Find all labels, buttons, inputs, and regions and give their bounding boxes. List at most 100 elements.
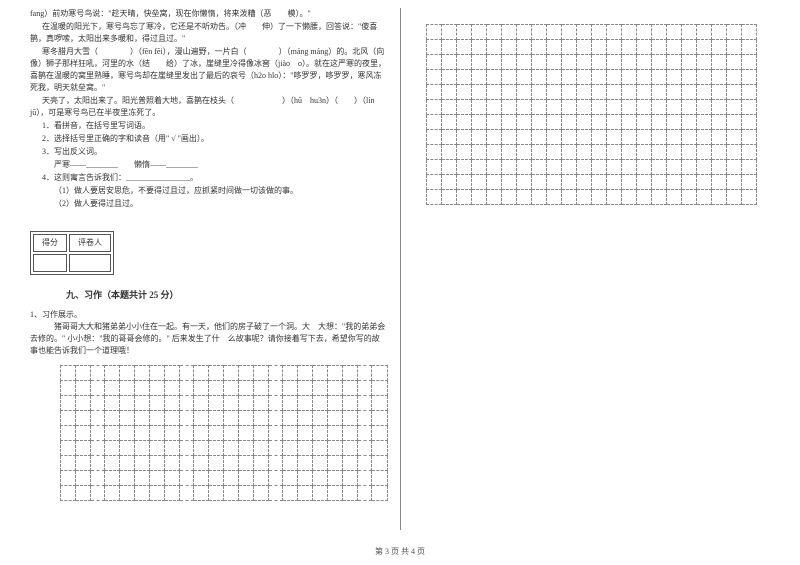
grid-cell xyxy=(651,190,666,205)
grid-cell xyxy=(546,130,561,145)
grid-cell xyxy=(194,470,209,485)
grid-cell xyxy=(561,145,576,160)
grid-cell xyxy=(726,70,741,85)
grid-cell xyxy=(621,100,636,115)
grid-cell xyxy=(327,440,342,455)
grid-cell xyxy=(651,130,666,145)
grid-row xyxy=(426,160,756,175)
grid-cell xyxy=(666,175,681,190)
grid-cell xyxy=(741,55,756,70)
grid-cell xyxy=(651,145,666,160)
passage-p2: 在温暖的阳光下，寒号鸟忘了寒冷，它还是不听劝告。（冲 伸）了一下懒腰，回答说："… xyxy=(30,21,388,45)
grid-cell xyxy=(561,190,576,205)
grader-cell xyxy=(69,254,111,272)
grid-cell xyxy=(621,160,636,175)
grid-cell xyxy=(666,40,681,55)
grid-cell xyxy=(283,470,298,485)
grid-cell xyxy=(711,130,726,145)
grid-cell xyxy=(501,100,516,115)
grid-cell xyxy=(696,190,711,205)
grid-cell xyxy=(268,485,283,500)
grid-cell xyxy=(224,425,239,440)
grid-cell xyxy=(561,55,576,70)
grid-cell xyxy=(426,25,441,40)
section-9-intro: 1、习作展示。 xyxy=(30,309,388,321)
grid-cell xyxy=(342,395,357,410)
grid-cell xyxy=(61,425,76,440)
grid-cell xyxy=(441,85,456,100)
grid-cell xyxy=(471,85,486,100)
grid-cell xyxy=(298,455,313,470)
grid-cell xyxy=(486,130,501,145)
grid-cell xyxy=(486,145,501,160)
grid-cell xyxy=(327,410,342,425)
grid-cell xyxy=(105,470,120,485)
grid-cell xyxy=(666,85,681,100)
grid-cell xyxy=(546,85,561,100)
grid-cell xyxy=(224,470,239,485)
grid-cell xyxy=(681,40,696,55)
grid-cell xyxy=(591,25,606,40)
grid-cell xyxy=(135,470,150,485)
grid-cell xyxy=(546,145,561,160)
grid-cell xyxy=(238,395,253,410)
grid-cell xyxy=(253,395,268,410)
grid-cell xyxy=(268,380,283,395)
grid-cell xyxy=(75,380,90,395)
grid-cell xyxy=(591,100,606,115)
grid-cell xyxy=(179,395,194,410)
grid-cell xyxy=(253,425,268,440)
grid-cell xyxy=(135,440,150,455)
grid-cell xyxy=(327,425,342,440)
grid-cell xyxy=(576,25,591,40)
grid-cell xyxy=(253,485,268,500)
grid-cell xyxy=(61,440,76,455)
grid-cell xyxy=(194,380,209,395)
grid-cell xyxy=(342,380,357,395)
grid-cell xyxy=(61,410,76,425)
grid-cell xyxy=(253,365,268,380)
grid-cell xyxy=(711,70,726,85)
grid-cell xyxy=(357,380,372,395)
grid-cell xyxy=(741,115,756,130)
grid-cell xyxy=(471,130,486,145)
grid-cell xyxy=(681,145,696,160)
grid-cell xyxy=(441,130,456,145)
grid-cell xyxy=(591,175,606,190)
grid-cell xyxy=(576,145,591,160)
grid-cell xyxy=(327,380,342,395)
grid-cell xyxy=(342,425,357,440)
grid-cell xyxy=(268,365,283,380)
grid-cell xyxy=(561,85,576,100)
grid-cell xyxy=(531,40,546,55)
grid-cell xyxy=(561,115,576,130)
section-9-title: 九、习作（本题共计 25 分） xyxy=(66,289,388,303)
grid-cell xyxy=(471,145,486,160)
grid-cell xyxy=(666,55,681,70)
grid-row xyxy=(61,395,388,410)
grid-cell xyxy=(253,440,268,455)
grid-row xyxy=(61,440,388,455)
grid-cell xyxy=(726,40,741,55)
grid-cell xyxy=(531,160,546,175)
grid-cell xyxy=(501,145,516,160)
grid-cell xyxy=(283,380,298,395)
grid-cell xyxy=(224,440,239,455)
grid-cell xyxy=(426,85,441,100)
grid-cell xyxy=(561,25,576,40)
grid-cell xyxy=(486,100,501,115)
grid-cell xyxy=(90,365,105,380)
grid-cell xyxy=(621,40,636,55)
grid-cell xyxy=(209,470,224,485)
grid-cell xyxy=(576,115,591,130)
grid-row xyxy=(426,55,756,70)
left-column: fang）前劝寒号鸟说："趁天晴，快垒窝，现在你懒惰，将来泼糟（恶 模）。" 在… xyxy=(30,8,400,530)
grid-cell xyxy=(636,190,651,205)
grid-cell xyxy=(120,440,135,455)
grid-cell xyxy=(120,485,135,500)
grid-row xyxy=(426,115,756,130)
grid-cell xyxy=(209,380,224,395)
grid-cell xyxy=(576,160,591,175)
grid-cell xyxy=(61,380,76,395)
grid-cell xyxy=(636,175,651,190)
